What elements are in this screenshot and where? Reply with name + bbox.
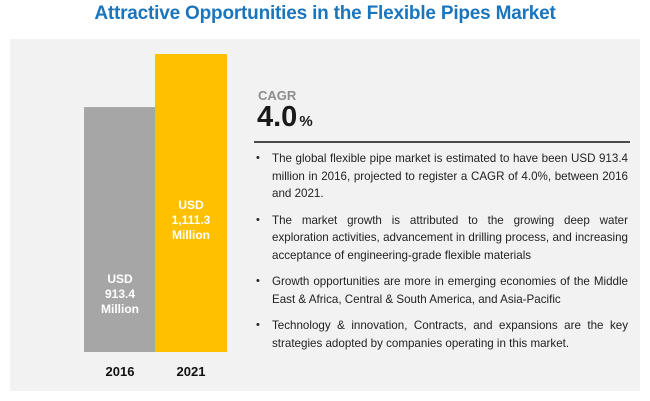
cagr-number: 4.0 xyxy=(257,101,298,133)
key-finding-text: The global flexible pipe market is estim… xyxy=(272,152,628,200)
key-finding-item: • Technology & innovation, Contracts, and… xyxy=(256,317,628,352)
key-finding-item: • The global flexible pipe market is esti… xyxy=(256,150,628,203)
key-finding-item: • Growth opportunities are more in emergi… xyxy=(256,273,628,308)
data-label-2021: USD 1,111.3 Million xyxy=(172,198,211,242)
bar-2021 xyxy=(155,54,227,352)
key-finding-item: • The market growth is attributed to the … xyxy=(256,212,628,265)
key-finding-text: Technology & innovation, Contracts, and … xyxy=(272,319,628,350)
cagr-label: CAGR xyxy=(258,88,297,103)
key-finding-text: The market growth is attributed to the g… xyxy=(272,213,628,262)
cagr-value: 4.0% xyxy=(257,101,313,134)
key-finding-text: Growth opportunities are more in emergin… xyxy=(272,275,628,306)
x-tick-label-2016: 2016 xyxy=(106,364,135,379)
bullet-dot-icon: • xyxy=(256,152,260,164)
bullet-dot-icon: • xyxy=(256,275,260,287)
bullet-dot-icon: • xyxy=(256,213,260,226)
x-tick-label-2021: 2021 xyxy=(177,364,206,379)
bullet-dot-icon: • xyxy=(256,319,260,331)
data-label-2016: USD 913.4 Million xyxy=(101,272,139,316)
key-findings-list: • The global flexible pipe market is esti… xyxy=(256,150,628,361)
cagr-divider xyxy=(254,141,630,143)
page-title: Attractive Opportunities in the Flexible… xyxy=(94,3,556,24)
bar-2016 xyxy=(84,107,156,353)
cagr-unit: % xyxy=(299,113,313,130)
